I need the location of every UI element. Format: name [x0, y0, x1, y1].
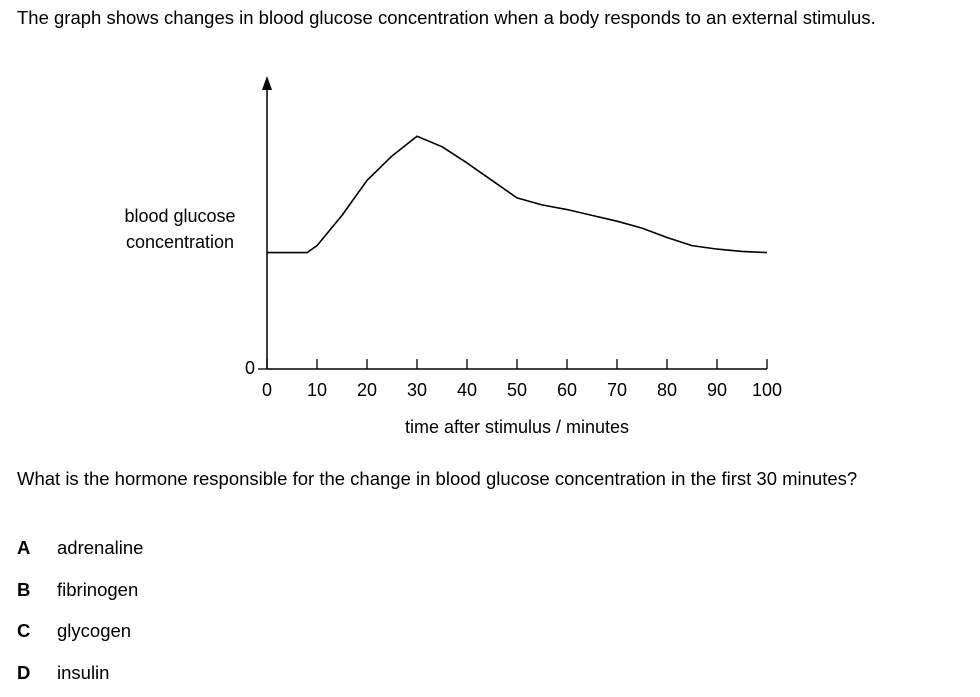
chart: time after stimulus / minutes 0 10 20 30 40 5… [245, 76, 782, 437]
option-letter: C [17, 620, 31, 641]
question-text: What is the hormone responsible for the … [17, 468, 858, 489]
x-tick-label: 0 [262, 380, 272, 400]
x-tick-label: 30 [407, 380, 427, 400]
x-tick-label: 50 [507, 380, 527, 400]
intro-text: The graph shows changes in blood glucose… [17, 7, 876, 28]
option-letter: B [17, 578, 31, 600]
x-tick-label: 100 [752, 380, 782, 400]
y-axis-arrow [262, 76, 272, 90]
x-tick-label: 70 [607, 380, 627, 400]
y-tick-label: 0 [245, 358, 255, 378]
x-tick-label: 60 [557, 380, 577, 400]
x-tick-label: 80 [657, 380, 677, 400]
x-tick-label: 90 [707, 380, 727, 400]
option-text: adrenaline [57, 537, 144, 558]
option-letter: A [17, 537, 31, 558]
option-text: fibrinogen [57, 578, 139, 600]
x-tick-label: 40 [457, 380, 477, 400]
data-line [267, 135, 768, 254]
x-tick-label: 20 [357, 380, 377, 400]
option-text: insulin [57, 661, 110, 683]
y-axis-label: blood glucose concentration [124, 206, 236, 252]
x-axis-label: time after stimulus / minutes [405, 417, 629, 437]
option-text: glycogen [57, 620, 132, 641]
x-tick-label: 10 [307, 380, 327, 400]
option-letter: D [17, 661, 31, 683]
